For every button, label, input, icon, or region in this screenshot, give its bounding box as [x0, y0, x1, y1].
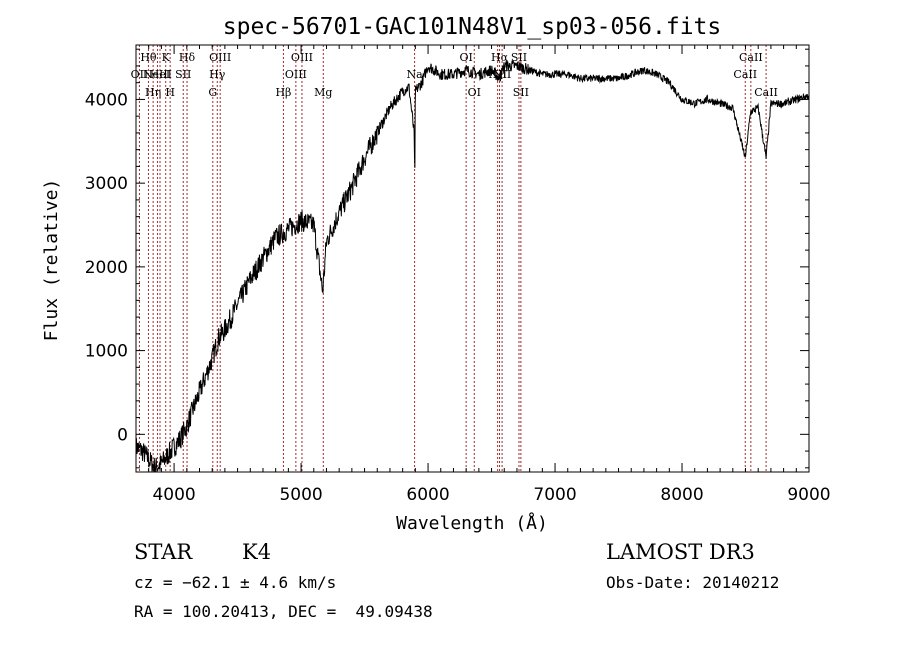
line-marker-label: Hβ	[275, 86, 291, 99]
observation-date: Obs-Date: 20140212	[606, 573, 780, 592]
line-marker-label: Na	[407, 68, 424, 81]
line-marker-label: OIII	[291, 51, 313, 64]
redshift-text: cz = −62.1 ± 4.6 km/s	[134, 573, 337, 592]
line-marker-label: CaII	[733, 68, 757, 81]
line-marker-label: SII	[175, 68, 191, 81]
x-tick-label: 6000	[406, 485, 449, 505]
x-axis-label: Wavelength (Å)	[396, 512, 548, 534]
y-axis-ticks: 0 1000 2000 3000 4000	[85, 48, 809, 469]
x-tick-label: 7000	[533, 485, 576, 505]
x-tick-label: 8000	[660, 485, 703, 505]
line-marker-label: Hδ	[179, 51, 196, 64]
line-marker-label: CaII	[739, 51, 763, 64]
y-tick-label: 1000	[85, 342, 128, 362]
line-marker-label: Hγ	[209, 68, 226, 81]
line-markers	[138, 45, 767, 472]
line-marker-label: OIII	[285, 68, 307, 81]
line-marker-label: OI	[459, 51, 472, 64]
spectrum-line	[135, 59, 810, 472]
x-axis-ticks: 4000 5000 6000 7000 8000 9000	[148, 45, 831, 505]
line-marker-label: CaII	[754, 86, 778, 99]
line-marker-label: Hα	[491, 51, 509, 64]
y-tick-label: 4000	[85, 90, 128, 110]
line-marker-label: OII	[131, 68, 149, 81]
line-marker-label: K	[162, 51, 171, 64]
y-tick-label: 3000	[85, 174, 128, 194]
y-axis-label: Flux (relative)	[41, 179, 62, 342]
line-marker-label: Hθ	[140, 51, 157, 64]
line-marker-label: G	[208, 86, 217, 99]
object-class: STAR	[134, 540, 193, 564]
x-tick-label: 5000	[279, 485, 322, 505]
coordinates-text: RA = 100.20413, DEC = 49.09438	[134, 602, 433, 621]
plot-frame	[135, 44, 810, 473]
x-tick-label: 9000	[787, 485, 830, 505]
object-subclass: K4	[242, 540, 272, 564]
line-marker-label: SII	[513, 86, 529, 99]
line-marker-label: OIII	[209, 51, 231, 64]
line-marker-label: SII	[511, 51, 527, 64]
line-marker-label: H	[165, 86, 175, 99]
chart-title: spec-56701-GAC101N48V1_sp03-056.fits	[223, 14, 722, 40]
line-marker-label: OI	[468, 86, 481, 99]
y-tick-label: 2000	[85, 258, 128, 278]
line-marker-labels: OIIHθHηNeIIIHeIKHSIIHδGHγOIIIHβOIIIOIIIM…	[131, 51, 778, 99]
x-tick-label: 4000	[152, 485, 195, 505]
line-marker-label: HeI	[150, 68, 170, 81]
line-marker-label: Mg	[314, 86, 332, 99]
line-marker-label: NeIII	[143, 68, 172, 81]
y-tick-label: 0	[117, 425, 128, 445]
line-marker-label: Hη	[145, 86, 161, 99]
survey-name: LAMOST DR3	[606, 540, 755, 564]
